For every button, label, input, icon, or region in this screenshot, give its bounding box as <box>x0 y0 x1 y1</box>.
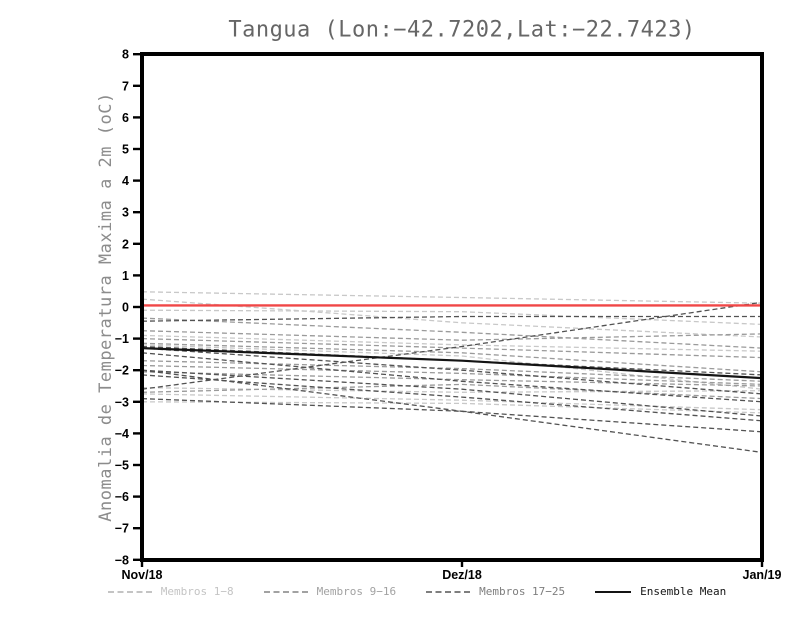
y-tick-label: 3 <box>122 206 129 220</box>
dashed-line-sample <box>426 590 471 593</box>
ensemble-member-line <box>141 386 763 393</box>
legend-item-membros-9-16: Membros 9−16 <box>263 585 397 598</box>
y-tick-label: −2 <box>115 364 129 378</box>
legend-label: Membros 9−16 <box>316 585 397 598</box>
y-tick-label: 5 <box>122 143 129 157</box>
ensemble-mean-line <box>141 347 763 380</box>
ensemble-member-line <box>141 334 763 352</box>
legend-label: Membros 1−8 <box>160 585 234 598</box>
x-tick-label: Jan/19 <box>743 568 782 582</box>
y-tick-label: −7 <box>115 522 129 536</box>
y-tick-label: −8 <box>115 553 129 567</box>
ensemble-member-line <box>141 364 763 386</box>
legend-item-membros-17-25: Membros 17−25 <box>426 585 565 598</box>
ensemble-member-line <box>141 298 763 338</box>
legend-item-membros-1-8: Membros 1−8 <box>107 585 234 598</box>
ensemble-member-line <box>141 337 763 359</box>
y-tick-label: −4 <box>115 427 129 441</box>
y-tick-label: 8 <box>122 48 129 62</box>
ensemble-member-line <box>141 369 763 417</box>
ensemble-member-line <box>141 315 762 322</box>
ensemble-member-line <box>141 344 763 390</box>
y-tick-label: 6 <box>122 111 129 125</box>
ensemble-member-line <box>141 330 763 341</box>
ensemble-member-line <box>141 374 763 422</box>
y-tick-label: 0 <box>122 301 129 315</box>
ensemble-member-line <box>141 397 763 433</box>
y-tick-label: −1 <box>115 332 129 346</box>
ensemble-member-line <box>141 360 763 382</box>
ensemble-member-line <box>141 347 763 395</box>
ensemble-member-line <box>141 291 763 304</box>
y-tick-label: 4 <box>122 174 129 188</box>
axis-frame <box>140 52 764 562</box>
y-tick-label: −6 <box>115 490 129 504</box>
legend-item-ensemble-mean: Ensemble Mean <box>595 585 726 598</box>
solid-line-sample <box>595 590 632 593</box>
y-tick-label: −3 <box>115 395 129 409</box>
legend-label: Ensemble Mean <box>640 585 727 598</box>
y-tick-label: 7 <box>122 79 129 93</box>
ensemble-member-line <box>141 352 763 403</box>
legend: Membros 1−8 Membros 9−16 Membros 17−25 Ense… <box>0 585 800 598</box>
ensemble-member-line <box>141 309 763 326</box>
legend-label: Membros 17−25 <box>479 585 566 598</box>
chart-title: Tangua (Lon:−42.7202,Lat:−22.7423) <box>228 17 696 43</box>
dashed-line-sample <box>263 590 308 593</box>
ensemble-member-line <box>141 369 763 454</box>
ensemble-member-line <box>141 383 763 400</box>
ensemble-member-line <box>141 317 763 349</box>
y-tick-label: 2 <box>122 237 129 251</box>
x-tick-label: Dez/18 <box>442 568 482 582</box>
x-tick-label: Nov/18 <box>122 568 163 582</box>
y-tick-label: 1 <box>122 269 129 283</box>
ensemble-member-line <box>141 342 763 373</box>
y-tick-label: −5 <box>115 459 129 473</box>
dashed-line-sample <box>107 590 152 593</box>
ensemble-member-line <box>141 301 763 390</box>
